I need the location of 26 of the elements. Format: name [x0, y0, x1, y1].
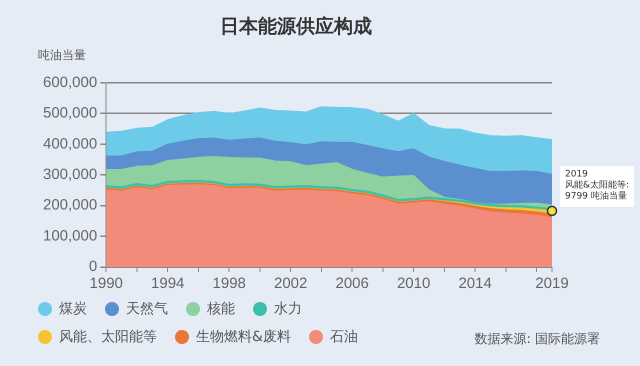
- x-tick-label: 2019: [535, 275, 569, 292]
- x-tick-label: 1994: [151, 275, 184, 292]
- x-tick-label: 2002: [274, 275, 308, 292]
- chart-title: 日本能源供应构成: [220, 15, 372, 38]
- y-tick-label: 100,000: [42, 227, 98, 244]
- y-axis-title: 吨油当量: [38, 48, 86, 62]
- x-tick-label: 2010: [396, 275, 430, 292]
- y-tick-label: 0: [88, 258, 98, 276]
- x-tick-label: 1990: [90, 275, 123, 292]
- legend-label: 核能: [207, 300, 235, 318]
- legend-label: 天然气: [126, 300, 168, 318]
- x-tick-label: 1998: [212, 275, 246, 292]
- x-tick-label: 2006: [335, 275, 369, 292]
- annotation: 2019 风能&太阳能等: 9799 吨油当量: [565, 170, 630, 202]
- y-tick-label: 300,000: [42, 166, 98, 184]
- y-tick-label: 400,000: [42, 135, 98, 152]
- legend-label: 水力: [274, 300, 302, 318]
- legend-label: 石油: [330, 328, 358, 346]
- y-tick-label: 500,000: [42, 104, 98, 122]
- legend-label: 煤炭: [59, 300, 87, 318]
- y-tick-label: 200,000: [42, 196, 98, 214]
- y-tick-label: 600,000: [42, 74, 98, 91]
- x-tick-label: 2014: [458, 275, 492, 292]
- legend-label: 风能、太阳能等: [59, 328, 157, 346]
- legend-label: 生物燃料&废料: [196, 328, 291, 346]
- source-note: 数据来源: 国际能源署: [474, 331, 600, 348]
